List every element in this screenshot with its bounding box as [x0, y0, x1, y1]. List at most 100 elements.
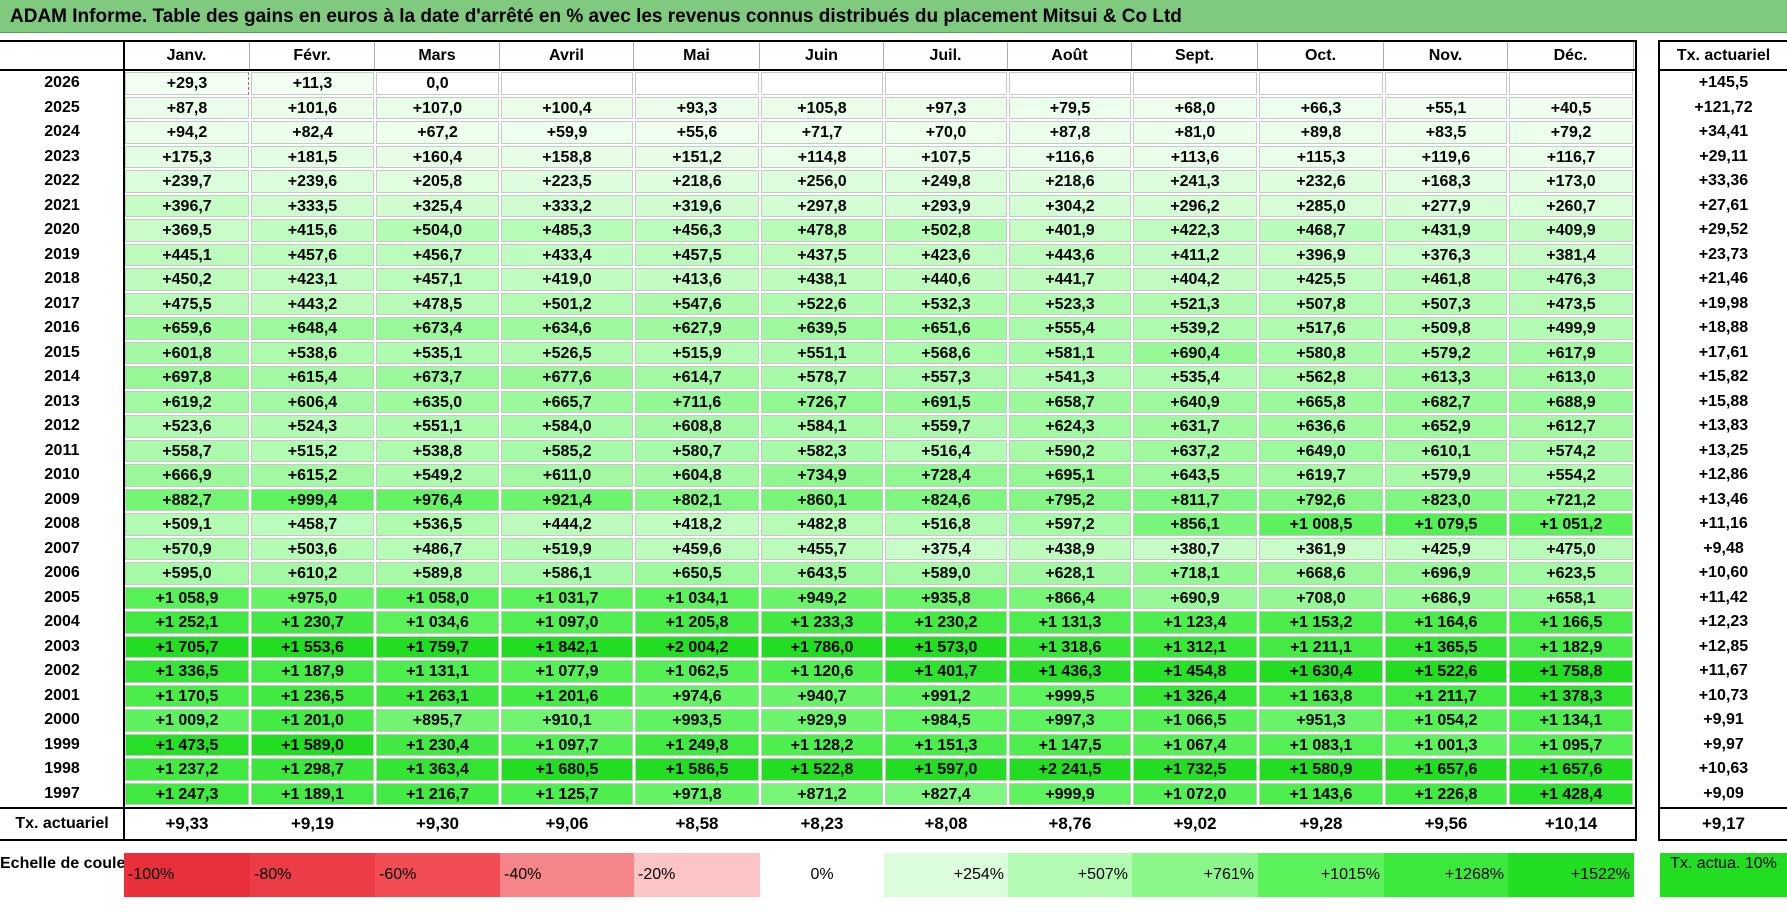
- table-cell: +1 236,5: [251, 684, 374, 707]
- table-cell: +218,6: [1009, 170, 1131, 193]
- table-cell: +486,7: [376, 537, 499, 560]
- table-cell: +1 067,4: [1133, 733, 1257, 756]
- color-scale-swatch: +761%: [1132, 853, 1258, 897]
- footer-label: Tx. actuariel: [15, 815, 109, 832]
- footer-value: +10,14: [1544, 814, 1598, 833]
- table-cell: +507,8: [1259, 292, 1383, 315]
- table-cell: +476,3: [1509, 268, 1633, 291]
- table-cell: +2 241,5: [1009, 758, 1131, 781]
- table-cell: +1 454,8: [1133, 660, 1257, 683]
- table-cell: +473,5: [1509, 292, 1633, 315]
- table-cell: +718,1: [1133, 562, 1257, 585]
- table-cell: +440,6: [885, 268, 1007, 291]
- color-scale-swatch: +1522%: [1508, 853, 1634, 897]
- table-cell: +691,5: [885, 390, 1007, 413]
- table-cell: +459,6: [635, 537, 759, 560]
- table-cell: +538,6: [251, 341, 374, 364]
- table-cell: +437,5: [761, 243, 883, 266]
- row-year: 2009: [44, 490, 80, 508]
- footer-value: +9,33: [165, 814, 209, 833]
- table-cell: +1 205,8: [635, 611, 759, 634]
- color-scale-swatch: +1268%: [1384, 853, 1508, 897]
- row-year: 2024: [44, 123, 80, 140]
- row-actuarial-rate: +18,88: [1698, 319, 1749, 336]
- table-cell: +949,2: [761, 586, 883, 609]
- table-cell: +1 187,9: [251, 660, 374, 683]
- row-actuarial-rate: +29,52: [1698, 221, 1749, 238]
- table-cell: +614,7: [635, 366, 759, 389]
- table-cell: +610,2: [251, 562, 374, 585]
- table-cell: +260,7: [1509, 194, 1633, 217]
- table-cell: +643,5: [761, 562, 883, 585]
- table-cell: 0,0: [376, 72, 499, 95]
- table-cell: +658,7: [1009, 390, 1131, 413]
- table-cell: +478,5: [376, 292, 499, 315]
- table-cell: +665,8: [1259, 390, 1383, 413]
- table-cell: +539,2: [1133, 317, 1257, 340]
- table-cell: +94,2: [125, 121, 249, 144]
- table-cell: +557,3: [885, 366, 1007, 389]
- table-cell: +1 428,4: [1509, 782, 1633, 805]
- table-cell: +584,1: [761, 415, 883, 438]
- table-cell: +871,2: [761, 782, 883, 805]
- month-header: Juin: [760, 42, 884, 70]
- table-cell: +910,1: [501, 709, 633, 732]
- table-cell: +827,4: [885, 782, 1007, 805]
- table-cell: +89,8: [1259, 121, 1383, 144]
- month-header: Nov.: [1384, 42, 1508, 70]
- row-actuarial-rate: +27,61: [1698, 196, 1749, 214]
- table-cell: +415,6: [251, 219, 374, 242]
- color-scale-swatch: +507%: [1008, 853, 1132, 897]
- table-cell: +993,5: [635, 709, 759, 732]
- table-cell: +325,4: [376, 194, 499, 217]
- table-cell: +1 201,6: [501, 684, 633, 707]
- table-cell: +611,0: [501, 464, 633, 487]
- table-cell: +1 336,5: [125, 660, 249, 683]
- row-actuarial-rate: +29,11: [1699, 147, 1748, 165]
- table-cell: +475,0: [1509, 537, 1633, 560]
- table-cell: +482,8: [761, 513, 883, 536]
- table-cell: +333,5: [251, 194, 374, 217]
- table-cell: +319,6: [635, 194, 759, 217]
- row-year: 2008: [44, 515, 80, 532]
- row-year: 1998: [44, 760, 80, 777]
- table-cell: +66,3: [1259, 96, 1383, 119]
- table-cell: +895,7: [376, 709, 499, 732]
- table-cell: +665,7: [501, 390, 633, 413]
- table-cell: +1 597,0: [885, 758, 1007, 781]
- table-cell: +1 170,5: [125, 684, 249, 707]
- month-header: Août: [1008, 42, 1132, 70]
- table-cell: +940,7: [761, 684, 883, 707]
- table-cell: +1 054,2: [1385, 709, 1507, 732]
- table-cell: +584,0: [501, 415, 633, 438]
- table-cell: +458,7: [251, 513, 374, 536]
- footer-value: +9,06: [545, 814, 589, 833]
- table-cell: +1 143,6: [1259, 782, 1383, 805]
- table-cell: +1 473,5: [125, 733, 249, 756]
- table-cell: +811,7: [1133, 488, 1257, 511]
- table-cell: +1 066,5: [1133, 709, 1257, 732]
- table-cell: +581,1: [1009, 341, 1131, 364]
- table-cell: +504,0: [376, 219, 499, 242]
- color-scale-swatch: -40%: [500, 853, 634, 897]
- color-scale-swatch: +254%: [884, 853, 1008, 897]
- table-cell: +396,7: [125, 194, 249, 217]
- row-year: 2016: [44, 319, 80, 336]
- table-cell: [1259, 72, 1383, 95]
- table-cell: +991,2: [885, 684, 1007, 707]
- table-cell: +376,3: [1385, 243, 1507, 266]
- table-cell: [1133, 72, 1257, 95]
- table-cell: +682,7: [1385, 390, 1507, 413]
- table-cell: +541,3: [1009, 366, 1131, 389]
- table-cell: +574,2: [1509, 439, 1633, 462]
- table-cell: +1 095,7: [1509, 733, 1633, 756]
- row-actuarial-rate: +19,98: [1698, 294, 1749, 312]
- table-cell: [501, 72, 633, 95]
- row-actuarial-rate: +21,46: [1698, 270, 1749, 287]
- table-cell: +677,6: [501, 366, 633, 389]
- row-actuarial-rate: +11,67: [1699, 662, 1748, 679]
- table-cell: +87,8: [125, 96, 249, 119]
- table-cell: +597,2: [1009, 513, 1131, 536]
- table-cell: +690,9: [1133, 586, 1257, 609]
- month-header: Oct.: [1258, 42, 1384, 70]
